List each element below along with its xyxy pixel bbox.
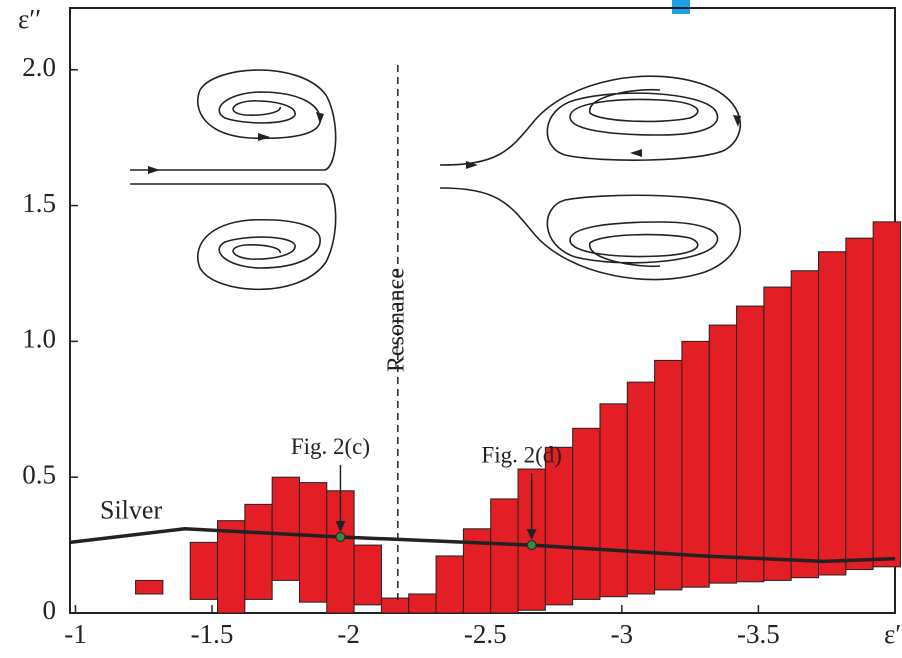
bar: [380, 597, 410, 614]
bar: [189, 541, 219, 600]
x-tick-label: -1.5: [191, 619, 234, 649]
annotation-arrowhead: [335, 520, 346, 532]
annotation-label: Fig. 2(c): [291, 434, 370, 459]
annotation-arrowhead: [526, 529, 537, 541]
bar: [790, 270, 820, 579]
bar: [736, 305, 765, 583]
bar: [244, 503, 273, 600]
bar: [845, 237, 874, 571]
bar: [681, 340, 710, 588]
y-tick-label: 2.0: [22, 52, 56, 82]
bar: [818, 251, 847, 576]
bar: [408, 593, 437, 614]
left-flow-inset: [130, 69, 337, 291]
line-label: Silver: [100, 495, 162, 524]
bar: [271, 476, 300, 581]
right-flow-inset: [439, 75, 741, 281]
y-tick-label: 0: [43, 595, 57, 625]
x-tick-label: -3: [611, 619, 634, 649]
bar: [763, 286, 792, 581]
bar: [626, 381, 656, 595]
bar: [544, 446, 574, 606]
bar: [572, 427, 601, 600]
bar: [872, 221, 901, 568]
y-tick-label: 1.5: [22, 188, 56, 218]
x-axis-label: ε′: [884, 619, 901, 649]
bar: [490, 498, 519, 614]
bar: [599, 403, 628, 598]
x-tick-label: -1: [64, 619, 87, 649]
annotation-label: Fig. 2(d): [481, 442, 562, 467]
bar: [708, 324, 738, 584]
x-tick-label: -2.5: [464, 619, 507, 649]
x-tick-label: -3.5: [737, 619, 780, 649]
bar: [435, 555, 464, 614]
bar: [135, 579, 164, 595]
bar: [353, 544, 382, 606]
annotation-point: [526, 540, 537, 551]
bar: [298, 482, 328, 603]
y-axis-label: ε′′: [18, 4, 41, 34]
y-tick-label: 0.5: [22, 459, 56, 489]
bar: [217, 520, 246, 614]
y-tick-label: 1.0: [22, 324, 56, 354]
resonance-label: Resonance: [383, 268, 409, 372]
annotation-point: [335, 531, 346, 542]
x-tick-label: -2: [337, 619, 360, 649]
